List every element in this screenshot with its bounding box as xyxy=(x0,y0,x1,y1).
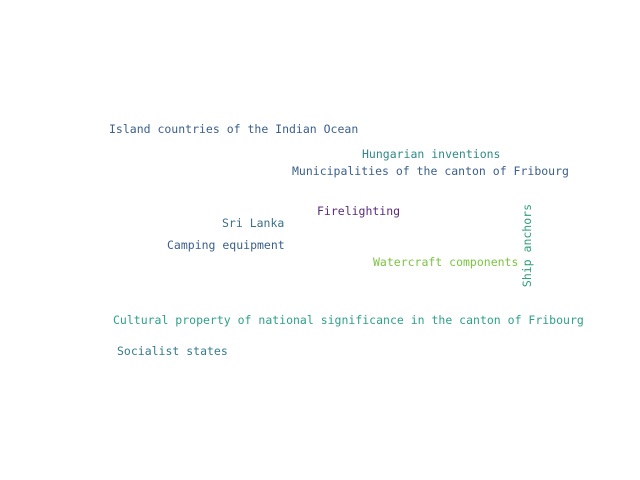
word-firelighting: Firelighting xyxy=(317,204,401,218)
word-sri-lanka: Sri Lanka xyxy=(222,216,285,230)
word-island-countries: Island countries of the Indian Ocean xyxy=(109,122,359,136)
word-cultural-property-fribourg: Cultural property of national significan… xyxy=(113,313,584,327)
word-ship-anchors: Ship anchors xyxy=(520,204,534,288)
word-municipalities-fribourg: Municipalities of the canton of Fribourg xyxy=(292,164,569,178)
word-watercraft-components: Watercraft components xyxy=(373,255,519,269)
word-hungarian-inventions: Hungarian inventions xyxy=(362,147,501,161)
word-socialist-states: Socialist states xyxy=(117,344,228,358)
word-camping-equipment: Camping equipment xyxy=(167,238,285,252)
